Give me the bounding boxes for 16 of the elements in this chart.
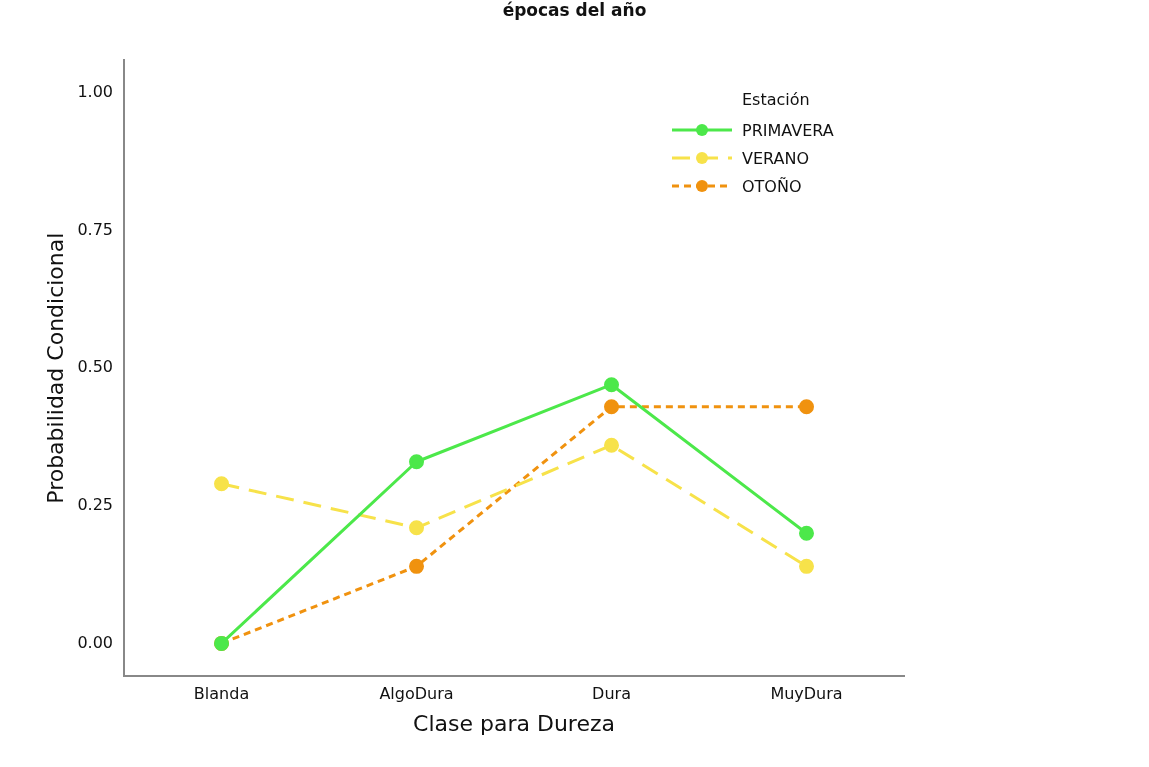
y-tick-label: 0.25	[77, 494, 114, 514]
y-tick-label: 1.00	[77, 82, 114, 102]
chart-title: épocas del año	[501, 0, 648, 20]
x-tick-label: Dura	[592, 684, 631, 704]
x-axis-title: Clase para Dureza	[413, 710, 615, 736]
x-tick-label: MuyDura	[770, 684, 843, 704]
legend-label: PRIMAVERA	[742, 120, 834, 140]
legend-label: VERANO	[742, 148, 810, 168]
y-tick-label: 0.50	[77, 357, 114, 377]
y-tick-label: 0.75	[77, 219, 114, 239]
x-tick-label: Blanda	[193, 684, 250, 704]
legend-title: Estación	[742, 90, 811, 111]
y-axis-title: Probabilidad Condicional	[42, 232, 68, 504]
y-tick-label: 0.00	[77, 632, 114, 652]
x-tick-label: AlgoDura	[379, 684, 454, 704]
legend-label: OTOÑO	[742, 176, 802, 196]
